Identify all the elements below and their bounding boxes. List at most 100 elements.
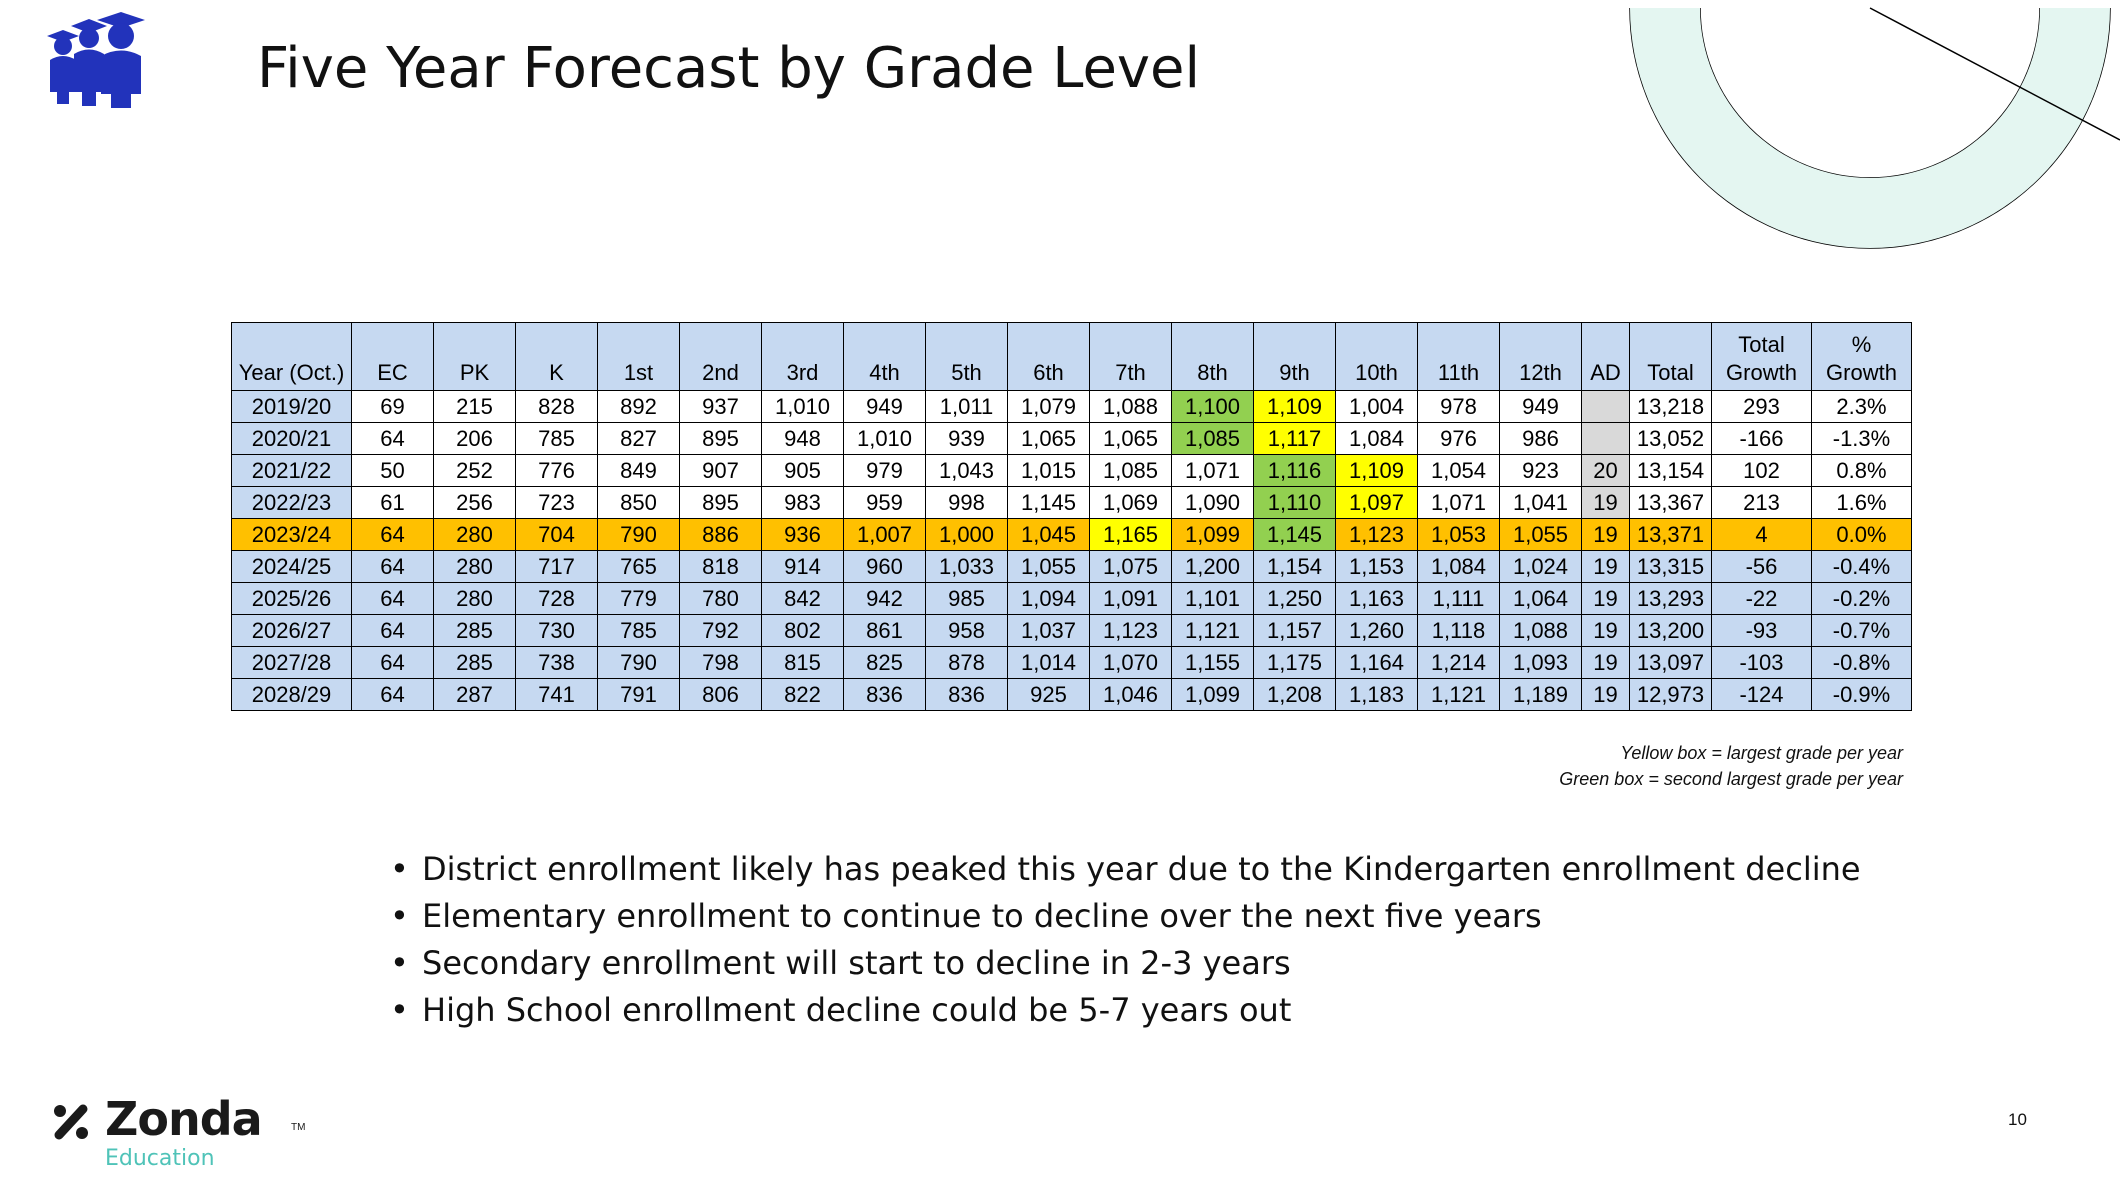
table-cell: 1,037 [1007, 614, 1090, 647]
table-cell: 790 [597, 518, 680, 551]
table-cell: 64 [351, 582, 434, 615]
page-title: Five Year Forecast by Grade Level [257, 36, 1201, 101]
table-cell: 13,371 [1629, 518, 1712, 551]
table-cell: 64 [351, 678, 434, 711]
table-cell: 1,075 [1089, 550, 1172, 583]
table-cell: 0.8% [1811, 454, 1912, 487]
year-cell: 2026/27 [231, 614, 352, 647]
table-cell: 1,014 [1007, 646, 1090, 679]
column-header: AD [1581, 322, 1630, 391]
table-cell: -0.9% [1811, 678, 1912, 711]
column-header: 10th [1335, 322, 1418, 391]
decorative-ring [1629, 7, 2120, 249]
table-cell: 907 [679, 454, 762, 487]
table-cell: 1,157 [1253, 614, 1336, 647]
year-cell: 2020/21 [231, 422, 352, 455]
table-row: 2027/28 64 285 738 790 798 815 825 878 1,014 1,070… [231, 646, 1912, 679]
table-cell: 825 [843, 646, 926, 679]
table-cell: 849 [597, 454, 680, 487]
year-cell: 2028/29 [231, 678, 352, 711]
table-cell: -124 [1711, 678, 1812, 711]
table-cell: -1.3% [1811, 422, 1912, 455]
table-cell: 1,121 [1171, 614, 1254, 647]
table-cell: 69 [351, 390, 434, 423]
table-cell: 1,079 [1007, 390, 1090, 423]
bullet-item: Secondary enrollment will start to decli… [390, 940, 1861, 987]
table-cell: 19 [1581, 614, 1630, 647]
column-header: Year (Oct.) [231, 322, 352, 391]
table-cell: 1,094 [1007, 582, 1090, 615]
table-cell: 1,041 [1499, 486, 1582, 519]
table-cell: 1,117 [1253, 422, 1336, 455]
table-cell: 213 [1711, 486, 1812, 519]
table-cell: 64 [351, 422, 434, 455]
table-cell: 280 [433, 550, 516, 583]
table-cell: 1,088 [1499, 614, 1582, 647]
table-cell: 1,109 [1253, 390, 1336, 423]
table-cell: 937 [679, 390, 762, 423]
table-cell: 12,973 [1629, 678, 1712, 711]
table-cell: 287 [433, 678, 516, 711]
table-cell: 791 [597, 678, 680, 711]
legend-yellow: Yellow box = largest grade per year [1620, 743, 1903, 763]
table-cell: 1,154 [1253, 550, 1336, 583]
logo-sub: Education [105, 1146, 215, 1171]
table-cell: 1,070 [1089, 646, 1172, 679]
table-cell: 779 [597, 582, 680, 615]
table-cell: 1,055 [1007, 550, 1090, 583]
table-cell: 1,123 [1089, 614, 1172, 647]
table-cell: 704 [515, 518, 598, 551]
legend-green: Green box = second largest grade per yea… [1559, 769, 1903, 789]
table-cell: 64 [351, 646, 434, 679]
forecast-table-container: Year (Oct.) EC PK K 1st 2nd 3rd 4th 5th 6th 7th 8th… [231, 322, 1912, 711]
bullet-list: District enrollment likely has peaked th… [390, 846, 1861, 1034]
table-cell: 13,097 [1629, 646, 1712, 679]
table-cell: 878 [925, 646, 1008, 679]
column-header: PK [433, 322, 516, 391]
table-cell: 13,367 [1629, 486, 1712, 519]
table-cell: -56 [1711, 550, 1812, 583]
table-cell: 1,088 [1089, 390, 1172, 423]
table-cell [1581, 422, 1630, 455]
table-cell: 1,007 [843, 518, 926, 551]
table-cell: 280 [433, 582, 516, 615]
table-cell: 1,109 [1335, 454, 1418, 487]
table-cell: 50 [351, 454, 434, 487]
year-cell: 2022/23 [231, 486, 352, 519]
table-cell: 252 [433, 454, 516, 487]
table-cell: 1,071 [1417, 486, 1500, 519]
column-header: 5th [925, 322, 1008, 391]
table-cell: 836 [925, 678, 1008, 711]
table-cell: 976 [1417, 422, 1500, 455]
table-cell: 1,085 [1089, 454, 1172, 487]
column-header: 9th [1253, 322, 1336, 391]
table-cell: 815 [761, 646, 844, 679]
logo-tm: TM [291, 1122, 306, 1133]
table-cell: 0.0% [1811, 518, 1912, 551]
table-cell: 285 [433, 614, 516, 647]
table-cell: 1,093 [1499, 646, 1582, 679]
table-cell: 785 [515, 422, 598, 455]
table-cell: 1,054 [1417, 454, 1500, 487]
table-cell: 892 [597, 390, 680, 423]
column-header: 4th [843, 322, 926, 391]
table-cell: 1,071 [1171, 454, 1254, 487]
table-cell: -22 [1711, 582, 1812, 615]
table-cell: 1,046 [1089, 678, 1172, 711]
table-cell: 1,101 [1171, 582, 1254, 615]
table-cell: -0.2% [1811, 582, 1912, 615]
page-number: 10 [2008, 1110, 2027, 1129]
table-cell: 280 [433, 518, 516, 551]
column-header: 7th [1089, 322, 1172, 391]
table-cell: 1,011 [925, 390, 1008, 423]
bullet-item: District enrollment likely has peaked th… [390, 846, 1861, 893]
year-cell: 2025/26 [231, 582, 352, 615]
table-cell: 925 [1007, 678, 1090, 711]
table-cell: 1,045 [1007, 518, 1090, 551]
table-cell: 978 [1417, 390, 1500, 423]
table-cell: 1,090 [1171, 486, 1254, 519]
table-cell: -166 [1711, 422, 1812, 455]
table-cell: 13,052 [1629, 422, 1712, 455]
table-cell: 1,118 [1417, 614, 1500, 647]
table-cell: 1,099 [1171, 678, 1254, 711]
